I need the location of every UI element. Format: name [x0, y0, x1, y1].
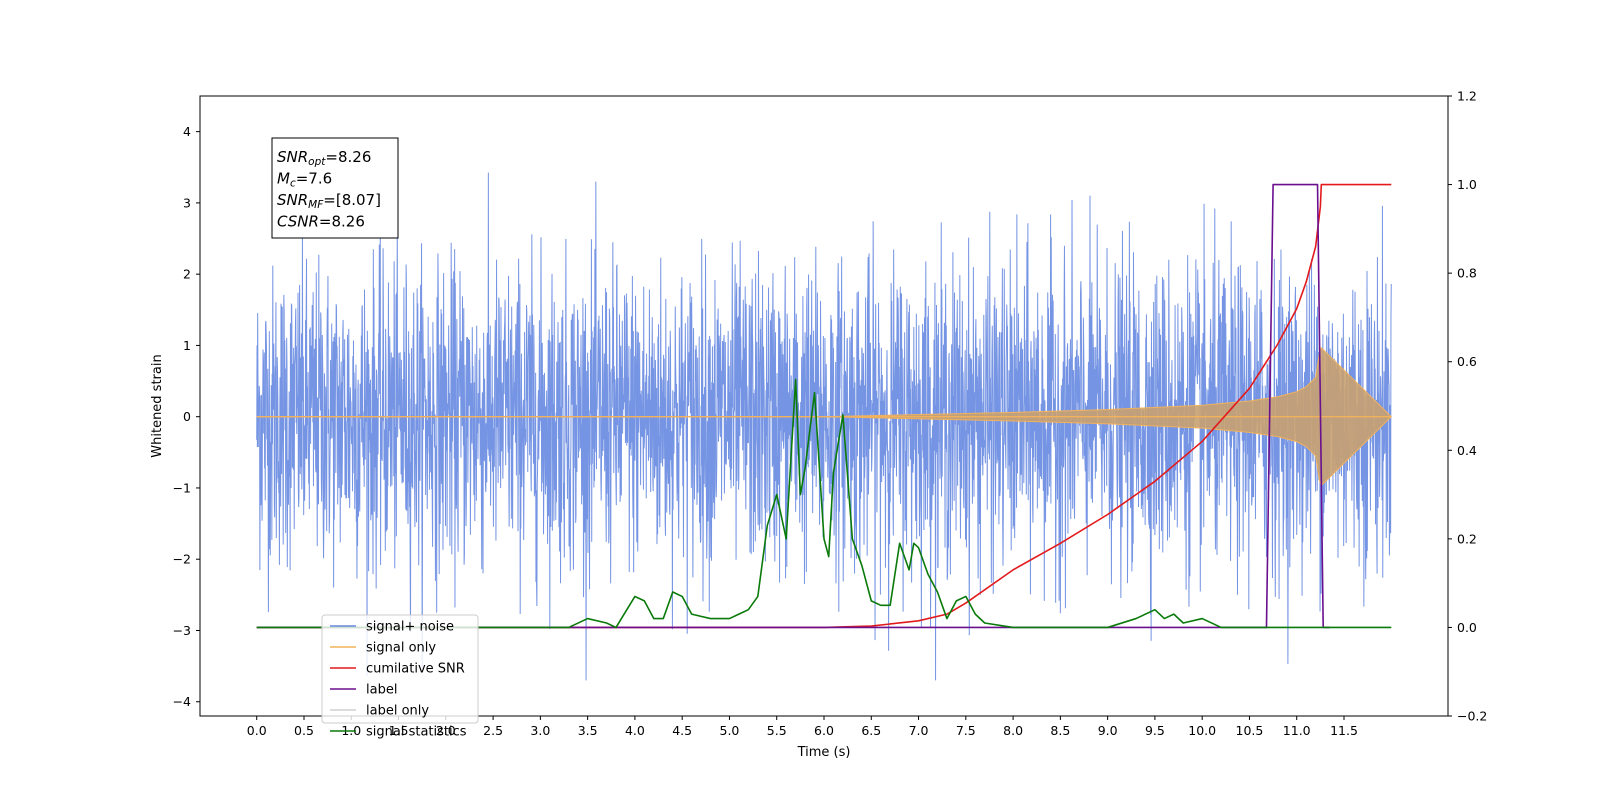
annotation-line: Mc=7.6	[277, 170, 332, 190]
legend-entry-label: signal statistics	[366, 725, 467, 740]
x-tick-label: 5.5	[767, 723, 787, 738]
y-right-tick-label: −0.2	[1457, 709, 1487, 724]
x-tick-label: 9.5	[1145, 723, 1165, 738]
annotation-value: =[8.07]	[323, 191, 381, 209]
y-left-tick-label: 2	[183, 267, 191, 282]
legend-frame	[321, 614, 479, 724]
x-tick-label: 2.0	[436, 723, 456, 738]
y-axis-label-left: Whitened strain	[150, 354, 165, 457]
x-tick-label: 0.5	[294, 723, 314, 738]
legend-entry-label: cumilative SNR	[366, 662, 465, 677]
annotation-symbol: M	[277, 170, 290, 188]
annotation-box-frame	[271, 137, 399, 239]
y-left-tick-label: 0	[183, 409, 191, 424]
y-right-tick-label: 0.4	[1457, 443, 1477, 458]
series-signal-statistics-line	[256, 378, 1392, 629]
x-tick-label: 10.0	[1188, 723, 1216, 738]
x-axis: 0.0 0.5 1.0 1.5 2.0 2.5 3.0 3.5 4.0 4.5 5.0 5.5 6.0 6…	[247, 716, 1358, 738]
series-cumilative-snr-line	[256, 183, 1392, 629]
annotation-symbol: SNR	[277, 191, 308, 209]
annotation-line: SNRopt=8.26	[277, 148, 371, 168]
x-tick-label: 9.0	[1098, 723, 1118, 738]
annotation-subscript: opt	[308, 156, 326, 168]
x-tick-label: 10.5	[1236, 723, 1264, 738]
y-left-tick-label: −1	[173, 480, 191, 495]
y-left-tick-label: 1	[183, 338, 191, 353]
y-axis-right: −0.2 0.0 0.2 0.4 0.6 0.8 1.0 1.2	[1448, 89, 1487, 724]
x-tick-label: 2.5	[483, 723, 503, 738]
legend-entry-label: label only	[366, 704, 429, 719]
y-left-tick-label: 4	[183, 124, 191, 139]
x-tick-label: 7.0	[909, 723, 929, 738]
legend-entry-label: label	[366, 683, 397, 698]
y-right-tick-label: 1.2	[1457, 89, 1477, 104]
legend-entry-label: signal+ noise	[366, 620, 454, 635]
x-tick-label: 8.5	[1050, 723, 1070, 738]
x-axis-label: Time (s)	[797, 745, 851, 760]
x-tick-label: 5.0	[720, 723, 740, 738]
series-layer	[256, 172, 1392, 681]
y-right-tick-label: 0.6	[1457, 354, 1477, 369]
x-tick-label: 6.0	[814, 723, 834, 738]
annotation-value: =8.26	[319, 213, 365, 231]
y-left-tick-label: 3	[183, 195, 191, 210]
annotation-symbol: SNR	[277, 148, 308, 166]
legend-entry-label: signal only	[366, 641, 436, 656]
y-right-tick-label: 1.0	[1457, 177, 1477, 192]
annotation-line: CSNR=8.26	[277, 213, 365, 231]
x-tick-label: 3.5	[578, 723, 598, 738]
y-right-tick-label: 0.8	[1457, 266, 1477, 281]
x-tick-label: 8.0	[1003, 723, 1023, 738]
x-tick-label: 11.0	[1283, 723, 1311, 738]
series-signal-noise-line	[256, 172, 1392, 681]
y-right-tick-label: 0.2	[1457, 531, 1477, 546]
x-tick-label: 7.5	[956, 723, 976, 738]
annotation-symbol: CSNR	[277, 213, 319, 231]
x-tick-label: 6.5	[861, 723, 881, 738]
y-right-tick-label: 0.0	[1457, 620, 1477, 635]
annotation-value: =7.6	[296, 170, 332, 188]
annotation-line: SNRMF=[8.07]	[277, 191, 381, 211]
x-tick-label: 4.5	[672, 723, 692, 738]
y-left-tick-label: −2	[173, 552, 191, 567]
x-tick-label: 3.0	[530, 723, 550, 738]
y-left-tick-label: −3	[173, 623, 191, 638]
y-left-tick-label: −4	[173, 694, 191, 709]
x-tick-label: 4.0	[625, 723, 645, 738]
annotation-subscript: MF	[308, 199, 324, 211]
legend: signal+ noise signal only cumilative SNR la…	[321, 614, 479, 740]
y-axis-left: −4 −3 −2 −1 0 1 2 3 4	[173, 124, 200, 709]
annotation-subscript: c	[290, 178, 296, 190]
x-tick-label: 0.0	[247, 723, 267, 738]
x-tick-label: 11.5	[1330, 723, 1358, 738]
x-tick-label: 1.5	[389, 723, 409, 738]
annotation-value: =8.26	[325, 148, 371, 166]
